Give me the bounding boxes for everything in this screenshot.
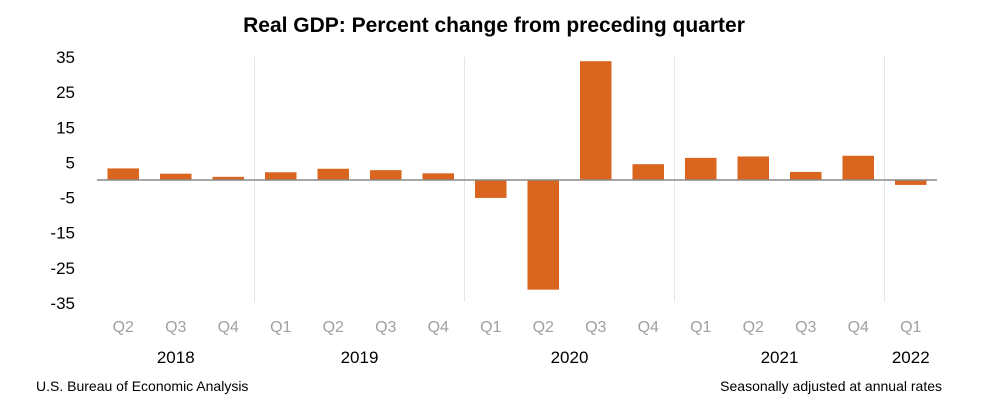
bar-3 [212,176,244,180]
bar-10 [580,61,612,180]
y-tick-label: -25 [50,259,75,278]
year-label: 2019 [341,348,379,367]
bar-15 [842,155,874,180]
bar-13 [737,156,769,180]
x-tick-label: Q4 [218,319,239,336]
x-tick-label: Q3 [165,319,186,336]
bar-4 [265,172,297,180]
y-tick-label: 35 [56,48,75,67]
year-label: 2022 [892,348,930,367]
x-tick-label: Q1 [690,319,711,336]
x-tick-label: Q1 [900,319,921,336]
source-note: U.S. Bureau of Economic Analysis [36,378,248,394]
bars [107,61,927,290]
y-tick-label: 5 [66,153,75,172]
y-axis: 35 25 15 5 -5 -15 -25 -35 [50,48,75,313]
x-tick-label: Q3 [795,319,816,336]
seasonal-note: Seasonally adjusted at annual rates [720,378,942,394]
bar-9 [527,180,559,290]
year-label: 2020 [551,348,589,367]
x-tick-label: Q2 [323,319,344,336]
x-tick-label: Q3 [585,319,606,336]
x-tick-label: Q2 [743,319,764,336]
bar-8 [475,180,507,198]
bar-6 [370,170,402,180]
x-tick-label: Q1 [270,319,291,336]
x-tick-label: Q4 [848,319,869,336]
y-tick-label: -15 [50,224,75,243]
y-tick-label: 25 [56,83,75,102]
x-axis: Q2 Q3 Q4 Q1 Q2 Q3 Q4 Q1 Q2 Q3 Q4 Q1 Q2 Q3 Q4 Q1 [113,319,922,336]
bar-2 [160,173,192,180]
x-tick-label: Q2 [113,319,134,336]
chart-title: Real GDP: Percent change from preceding … [243,14,745,37]
bar-14 [790,171,822,180]
x-tick-label: Q4 [428,319,449,336]
bar-16 [895,180,927,185]
y-tick-label: -5 [60,189,75,208]
year-label: 2021 [761,348,799,367]
bar-11 [632,164,664,180]
bar-12 [685,157,717,180]
bar-1 [107,168,139,180]
y-tick-label: -35 [50,294,75,313]
bar-5 [317,168,349,180]
bar-7 [422,173,454,180]
x-tick-label: Q1 [480,319,501,336]
year-label: 2018 [157,348,195,367]
x-tick-label: Q2 [533,319,554,336]
x-tick-label: Q3 [375,319,396,336]
y-tick-label: 15 [56,118,75,137]
x-tick-label: Q4 [638,319,659,336]
year-labels: 2018 2019 2020 2021 2022 [157,348,930,367]
